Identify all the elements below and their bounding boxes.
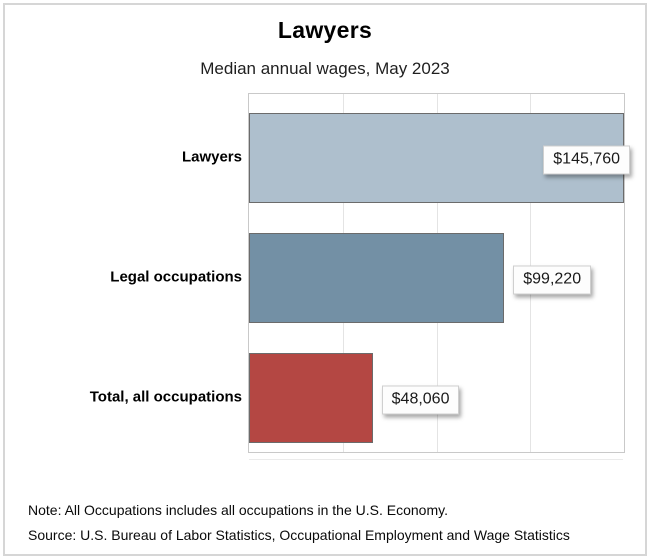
note-text: Note: All Occupations includes all occup… (28, 502, 448, 518)
source-text: Source: U.S. Bureau of Labor Statistics,… (28, 527, 570, 543)
chart-title: Lawyers (277, 17, 373, 43)
value-label-total-all-occupations: $48,060 (381, 385, 460, 415)
value-label-lawyers: $145,760 (543, 145, 630, 175)
value-label-legal-occupations: $99,220 (513, 265, 592, 295)
category-label-legal-occupations: Legal occupations (110, 268, 242, 286)
plot-bottom-shadow (249, 459, 623, 460)
chart-subtitle: Median annual wages, May 2023 (200, 59, 450, 78)
category-label-lawyers: Lawyers (181, 148, 242, 166)
category-label-total-all-occupations: Total, all occupations (89, 388, 242, 406)
bar-legal-occupations (249, 233, 505, 323)
plot-area: $145,760 $99,220 $48,060 (248, 93, 630, 453)
bar-total-all-occupations (249, 353, 373, 443)
